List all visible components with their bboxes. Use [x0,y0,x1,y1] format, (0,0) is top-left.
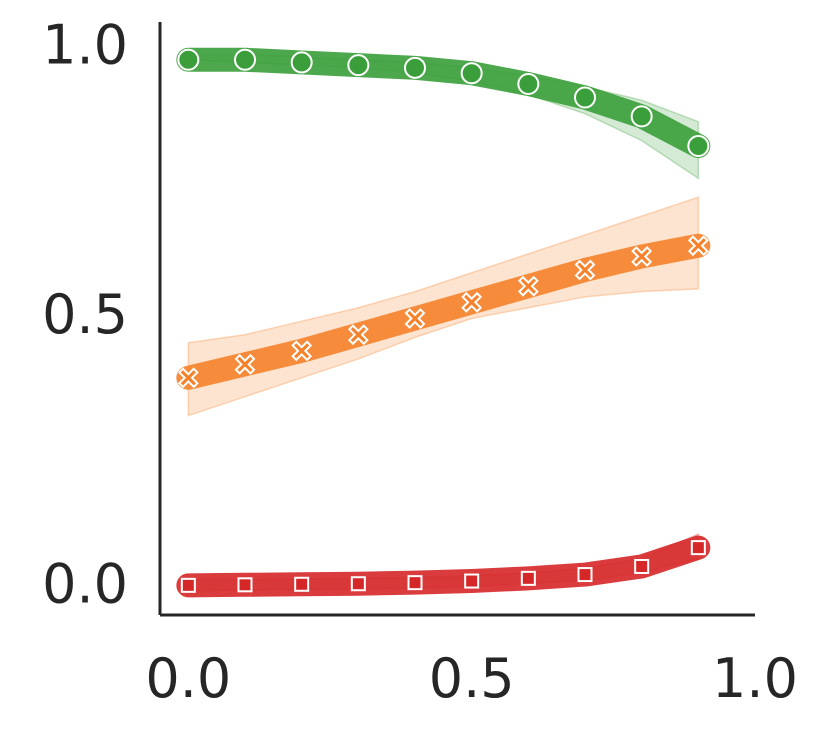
data-point [687,235,709,257]
data-point [460,62,483,85]
series-square [176,532,711,598]
y-tick-label: 1.0 [42,14,128,77]
data-point [634,558,650,574]
data-point [461,291,483,313]
data-point [180,577,196,593]
data-point [574,259,596,281]
data-point [404,308,426,329]
series-x [176,196,711,417]
data-point [347,324,369,346]
data-point [464,573,480,589]
data-point [177,367,199,389]
data-point [690,540,706,556]
data-point [687,134,710,157]
data-point [290,51,313,74]
data-point [291,340,313,362]
data-point [517,72,540,95]
data-point [234,353,256,375]
data-point [577,567,593,583]
data-point [517,275,539,297]
series-line [176,47,711,158]
plot-area [176,47,711,598]
y-tick-label: 0.5 [42,283,128,346]
series-line [176,535,711,598]
data-point [177,48,200,71]
data-point [234,48,256,71]
x-tick-label: 1.0 [712,647,798,710]
data-point [630,105,653,128]
tick-labels: 0.0 0.5 1.0 0.0 0.5 1.0 [42,14,798,710]
data-point [237,577,253,593]
data-point [631,246,653,267]
data-point [404,56,426,79]
data-point [574,86,596,109]
x-tick-label: 0.5 [429,647,515,710]
x-tick-label: 0.0 [145,647,231,710]
data-point [347,54,370,77]
data-point [350,576,366,592]
series-circle [176,47,711,180]
series-line [176,233,711,390]
data-point [294,576,310,592]
data-point [407,575,423,591]
y-tick-label: 0.0 [42,553,128,616]
data-point [520,570,536,586]
